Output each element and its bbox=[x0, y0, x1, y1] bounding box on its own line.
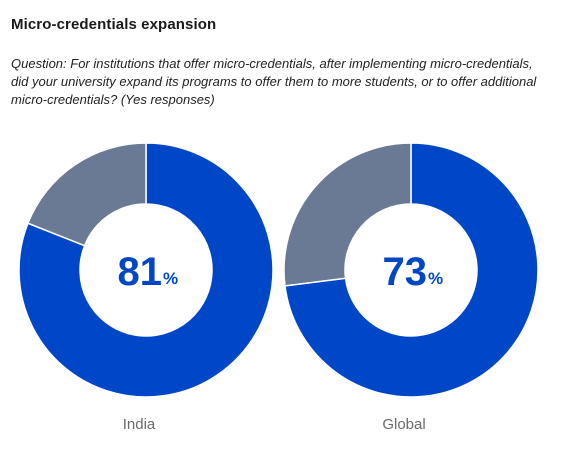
donut-global-slices bbox=[283, 142, 539, 398]
india-yes-slice bbox=[18, 142, 274, 398]
global-unit: % bbox=[428, 269, 443, 288]
global-value: 73 bbox=[383, 250, 428, 294]
donut-india: 81 % India bbox=[18, 142, 274, 433]
global-yes-slice bbox=[284, 142, 539, 398]
india-value: 81 bbox=[118, 250, 163, 294]
chart-title: Micro-credentials expansion bbox=[11, 16, 217, 33]
donut-india-slices bbox=[18, 142, 274, 398]
global-other-slice bbox=[283, 142, 412, 287]
donut-global: 73 % Global bbox=[283, 142, 539, 433]
question-text: Question: For institutions that offer mi… bbox=[11, 56, 537, 107]
india-label: India bbox=[123, 416, 156, 433]
global-label: Global bbox=[382, 416, 425, 433]
india-other-slice bbox=[26, 142, 147, 247]
india-unit: % bbox=[163, 269, 178, 288]
